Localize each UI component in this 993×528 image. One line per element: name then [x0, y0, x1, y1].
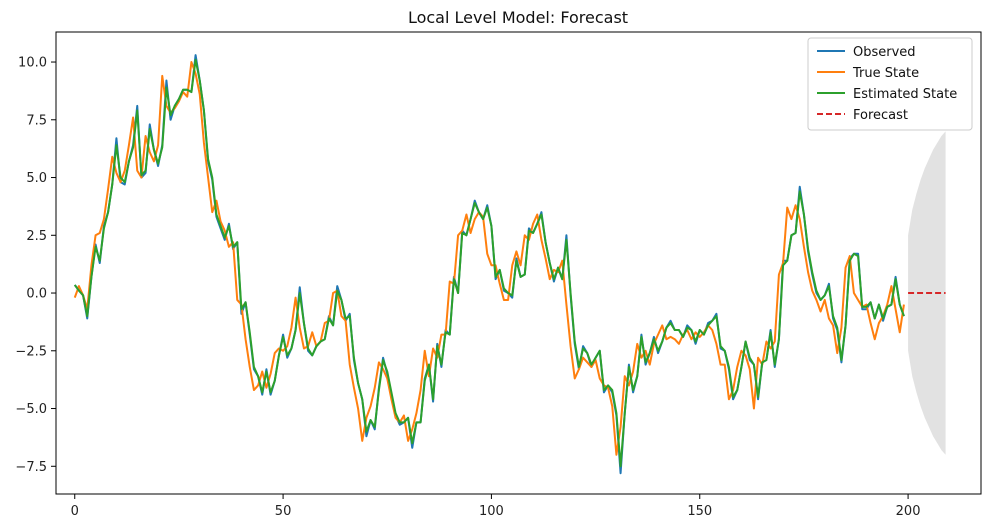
- plot-area: [73, 54, 946, 475]
- y-tick-label: 0.0: [26, 287, 47, 302]
- legend: Observed True State Estimated State Forecas…: [807, 37, 973, 131]
- legend-true-state-label: True State: [852, 66, 919, 81]
- y-tick-label: −2.5: [15, 344, 47, 359]
- y-tick-label: 5.0: [26, 171, 47, 186]
- y-tick-label: 10.0: [18, 56, 47, 71]
- y-tick-label: 7.5: [26, 113, 47, 128]
- x-axis: 0 50 100 150 200: [71, 494, 921, 519]
- chart-title: Local Level Model: Forecast: [408, 8, 628, 27]
- y-tick-label: 2.5: [26, 229, 47, 244]
- legend-estimated-state-label: Estimated State: [853, 87, 957, 102]
- x-tick-label: 100: [479, 504, 504, 519]
- y-tick-label: −5.0: [15, 402, 47, 417]
- x-tick-label: 200: [896, 504, 921, 519]
- legend-observed-label: Observed: [853, 45, 916, 60]
- series-true-state-line: [73, 61, 905, 456]
- x-tick-label: 150: [687, 504, 712, 519]
- y-tick-label: −7.5: [15, 460, 47, 475]
- legend-forecast-label: Forecast: [853, 108, 908, 123]
- x-tick-label: 0: [71, 504, 79, 519]
- legend-box: [807, 37, 973, 131]
- x-tick-label: 50: [275, 504, 292, 519]
- axes-frame: [55, 31, 982, 495]
- series-estimated-state-line: [73, 58, 905, 468]
- y-axis: −7.5 −5.0 −2.5 0.0 2.5 5.0 7.5 10.0: [15, 56, 56, 475]
